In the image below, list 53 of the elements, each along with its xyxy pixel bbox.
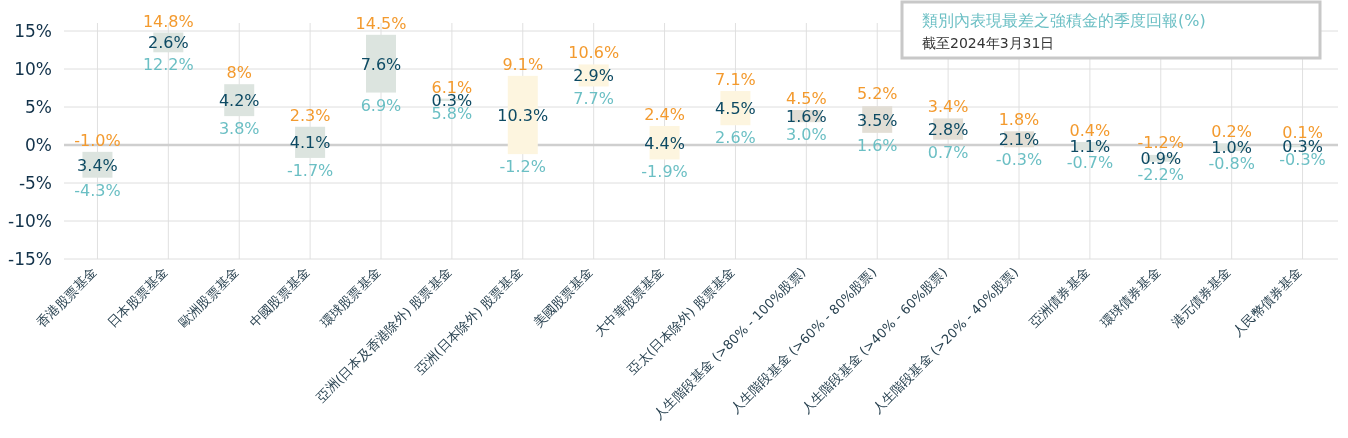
annotation: 8% [226,63,252,83]
annotation: 1.6% [856,135,898,155]
annotation: 6.9% [360,95,402,115]
annotation: -1.2% [499,157,546,177]
x-tick-label: 美國股票基金 [530,264,596,331]
annotation: 2.3% [289,105,331,125]
data-label: 3.4% [77,155,118,175]
data-label: 4.4% [644,133,685,153]
y-tick-label: 0% [25,135,52,155]
annotation: 2.4% [644,105,685,124]
y-tick-label: 5% [25,97,52,117]
annotation: 9.1% [502,54,544,74]
annotation: 12.2% [142,55,194,75]
annotation: 2.6% [715,128,756,148]
annotation: 截至2024年3月31日 [922,35,1055,51]
data-label: 4.1% [289,133,331,153]
annotation: 3.0% [786,125,827,145]
annotation: 7.1% [715,70,756,90]
data-label: 2.6% [148,33,189,53]
annotation: 1.8% [998,110,1040,130]
annotation: -4.3% [74,180,121,200]
annotation: 14.8% [142,11,194,31]
data-label: 2.1% [998,130,1040,150]
annotation: 3.8% [218,119,260,139]
annotation: 5.2% [856,84,898,104]
y-tick-label: -5% [18,173,52,193]
data-label: 4.2% [218,91,260,111]
annotation: 4.5% [786,89,827,109]
annotation: -1.9% [641,162,688,182]
annotation: -1.7% [286,160,334,180]
annotation: 0.7% [927,142,969,162]
data-label: 2.9% [573,66,614,86]
y-tick-label: -10% [8,211,52,231]
x-tick-label: 中國股票基金 [246,264,313,331]
y-tick-label: 10% [14,59,52,79]
annotation: -1.0% [74,130,121,150]
data-label: 1.6% [786,107,827,127]
data-label: 2.8% [927,120,969,140]
annotation: 10.6% [568,43,620,63]
data-label: 10.3% [497,105,549,125]
x-tick-label: 亞洲債券基金 [1026,264,1093,331]
annotation: 14.5% [355,13,407,33]
x-tick-label: 環球債券基金 [1097,264,1163,331]
data-label: 3.5% [856,110,898,130]
data-label: 7.6% [360,54,402,74]
annotation: 0.4% [1069,120,1111,140]
y-tick-label: 15% [14,21,52,41]
x-tick-label: 歐洲股票基金 [175,264,242,331]
x-tick-label: 日本股票基金 [104,264,171,331]
annotation: 7.7% [573,89,614,109]
annotation: -0.3% [995,150,1043,170]
annotation: 3.4% [927,97,969,117]
data-label: 4.5% [715,99,756,119]
